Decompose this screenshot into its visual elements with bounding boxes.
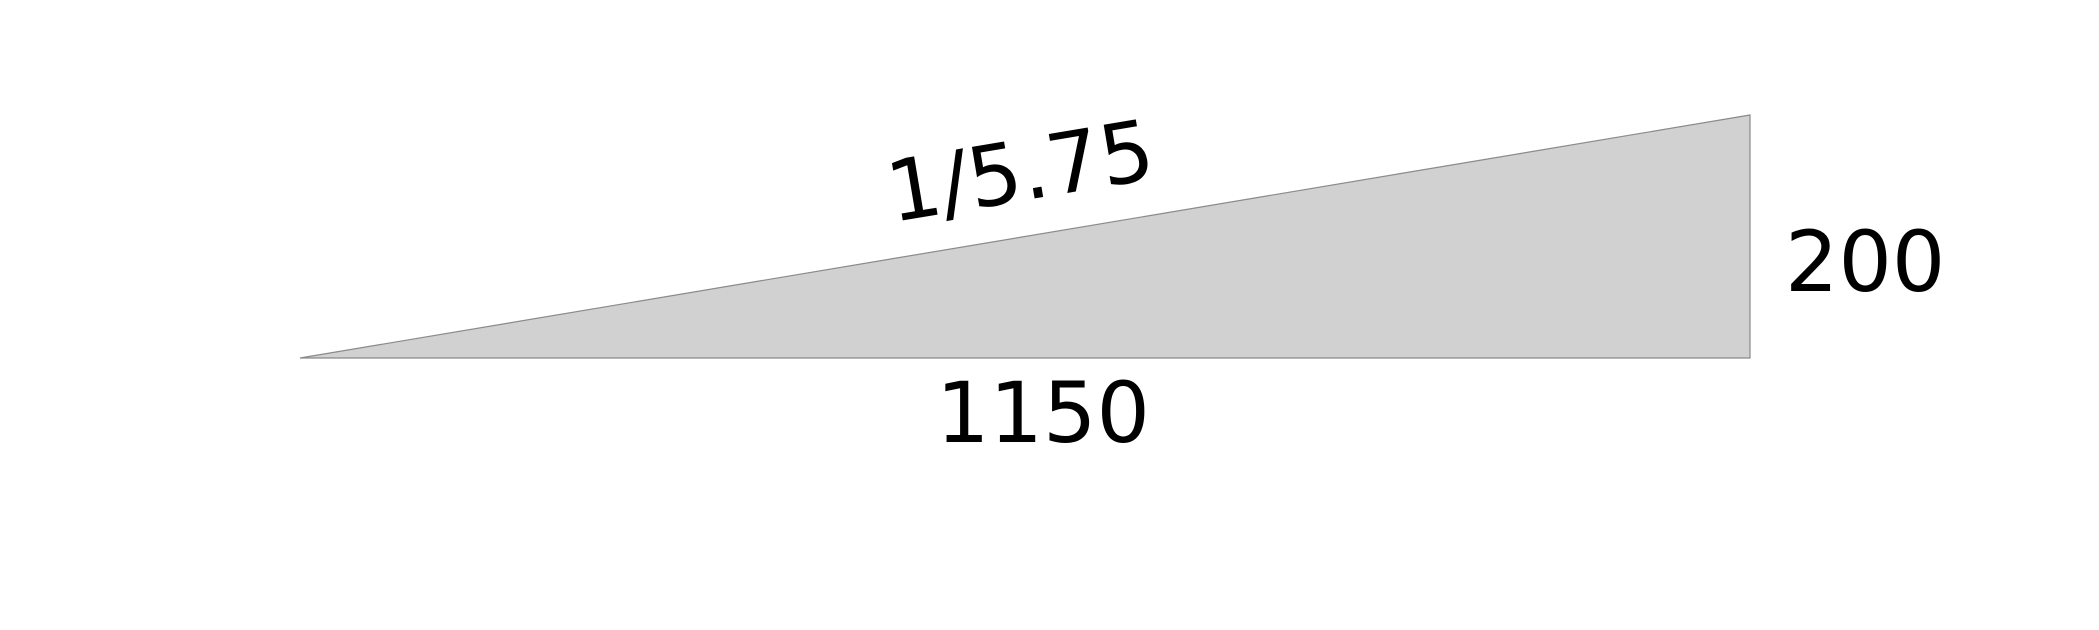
rise-height-label: 200	[1785, 213, 1945, 311]
run-length-label: 1150	[936, 364, 1150, 462]
ramp-triangle	[299, 114, 1751, 359]
